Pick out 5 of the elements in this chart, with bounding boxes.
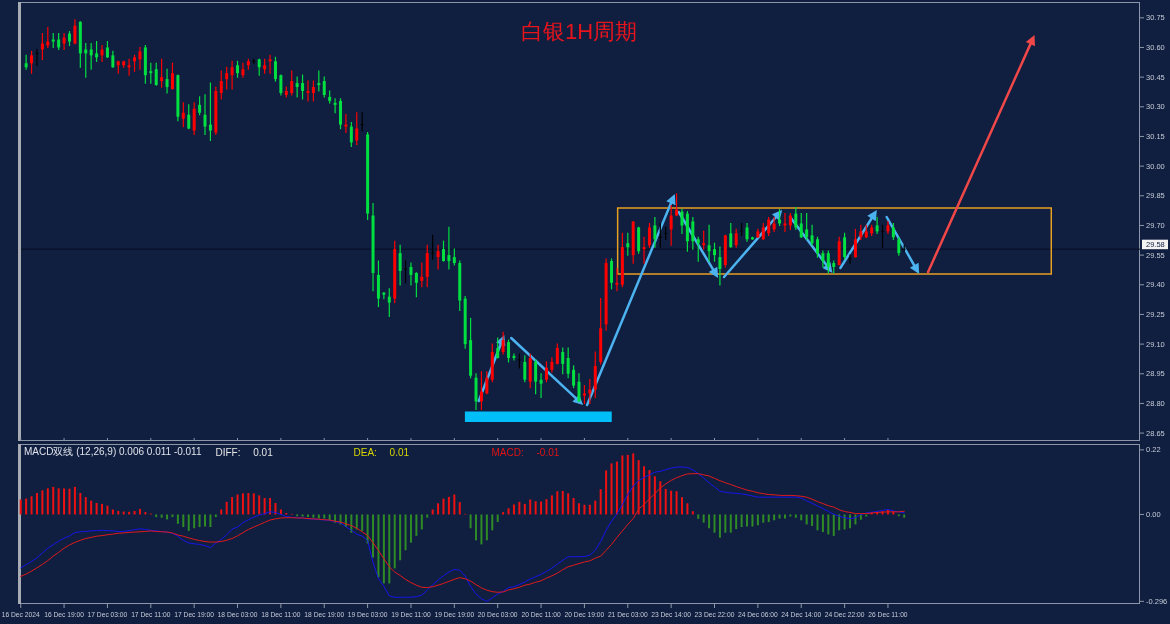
annotation: MACD: -0.01: [491, 447, 560, 458]
text: 白银1H周期: [520, 19, 638, 44]
chart-title: MACD双线 (12,26,9) 0.006 0.011 -0.011: [24, 446, 202, 457]
annotation: DIFF: 0.01: [215, 447, 274, 458]
annotation: DEA: 0.01: [353, 447, 410, 458]
